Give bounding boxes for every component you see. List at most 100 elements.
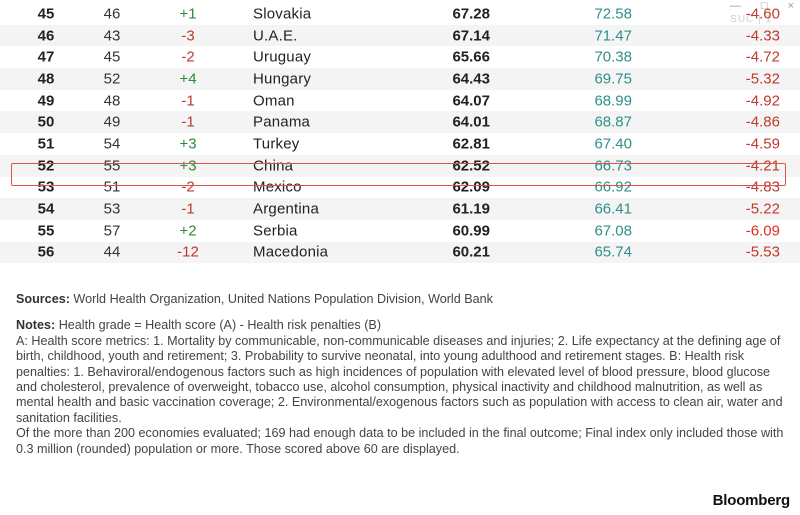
risk-penalty-cell: -4.83 [745, 178, 780, 196]
previous-rank-cell: 53 [103, 200, 121, 218]
health-score-cell: 68.87 [594, 113, 632, 131]
rank-change-cell: -3 [181, 27, 195, 45]
table-row: 56 44 -12 Macedonia 60.21 65.74 -5.53 [0, 241, 800, 264]
health-grade-cell: 64.01 [452, 113, 490, 131]
rank-cell: 56 [37, 243, 55, 261]
rank-cell: 48 [37, 70, 55, 88]
country-cell: Slovakia [253, 5, 312, 23]
country-cell: Argentina [253, 200, 320, 218]
health-score-cell: 68.99 [594, 92, 632, 110]
health-grade-cell: 62.52 [452, 157, 490, 175]
risk-penalty-cell: -5.53 [745, 243, 780, 261]
country-cell: Turkey [253, 135, 300, 153]
health-grade-cell: 62.81 [452, 135, 490, 153]
rank-change-cell: +2 [179, 222, 197, 240]
rank-change-cell: +3 [179, 135, 197, 153]
rank-cell: 46 [37, 27, 55, 45]
table-row: 55 57 +2 Serbia 60.99 67.08 -6.09 [0, 220, 800, 242]
notes-lead: Notes: Health grade = Health score (A) -… [16, 318, 792, 333]
table-row: 50 49 -1 Panama 64.01 68.87 -4.86 [0, 111, 800, 134]
country-cell: Hungary [253, 70, 312, 88]
table-row: 48 52 +4 Hungary 64.43 69.75 -5.32 [0, 68, 800, 90]
previous-rank-cell: 55 [103, 157, 121, 175]
health-score-cell: 67.08 [594, 222, 632, 240]
previous-rank-cell: 54 [103, 135, 121, 153]
minimize-icon[interactable]: — [729, 0, 741, 12]
previous-rank-cell: 51 [103, 178, 121, 196]
rank-cell: 55 [37, 222, 55, 240]
previous-rank-cell: 44 [103, 243, 121, 261]
table-row: 46 43 -3 U.A.E. 67.14 71.47 -4.33 [0, 24, 800, 47]
rank-change-cell: -1 [181, 92, 195, 110]
risk-penalty-cell: -5.32 [745, 70, 780, 88]
rank-change-cell: +4 [179, 70, 197, 88]
previous-rank-cell: 45 [103, 48, 121, 66]
rank-change-cell: -2 [181, 48, 195, 66]
ranking-table: 45 46 +1 Slovakia 67.28 72.58 -4.60 46 43 -3 U.A.E… [0, 3, 800, 264]
rank-cell: 54 [37, 200, 55, 218]
risk-penalty-cell: -4.59 [745, 135, 780, 153]
rank-cell: 50 [37, 113, 55, 131]
risk-penalty-cell: -4.86 [745, 113, 780, 131]
country-cell: China [253, 157, 294, 175]
table-row: 49 48 -1 Oman 64.07 68.99 -4.92 [0, 90, 800, 112]
previous-rank-cell: 48 [103, 92, 121, 110]
close-icon[interactable]: × [787, 0, 794, 12]
window-controls: — □ × [730, 0, 794, 12]
table-row: 54 53 -1 Argentina 61.19 66.41 -5.22 [0, 198, 800, 220]
rank-change-cell: -1 [181, 113, 195, 131]
rank-cell: 52 [37, 157, 55, 175]
notes-body: A: Health score metrics: 1. Mortality by… [16, 333, 783, 425]
health-grade-cell: 65.66 [452, 48, 490, 66]
sources-label: Sources: [16, 292, 70, 306]
notes-label: Notes: [16, 318, 56, 333]
health-score-cell: 66.73 [594, 157, 632, 175]
previous-rank-cell: 57 [103, 222, 121, 240]
previous-rank-cell: 43 [103, 27, 121, 45]
rank-change-cell: +3 [179, 157, 197, 175]
risk-penalty-cell: -4.72 [745, 48, 780, 66]
health-score-cell: 70.38 [594, 48, 632, 66]
health-grade-cell: 62.09 [452, 178, 490, 196]
health-score-cell: 69.75 [594, 70, 632, 88]
health-grade-cell: 67.28 [452, 5, 490, 23]
bloomberg-logo: Bloomberg [712, 492, 791, 509]
table-row: 45 46 +1 Slovakia 67.28 72.58 -4.60 [0, 3, 800, 25]
country-cell: U.A.E. [253, 27, 298, 45]
rank-cell: 49 [37, 92, 55, 110]
health-score-cell: 66.41 [594, 200, 632, 218]
health-score-cell: 72.58 [594, 5, 632, 23]
country-cell: Mexico [253, 178, 302, 196]
health-score-cell: 71.47 [594, 27, 632, 45]
country-cell: Oman [253, 92, 295, 110]
table-row: 53 51 -2 Mexico 62.09 66.92 -4.83 [0, 177, 800, 199]
previous-rank-cell: 46 [103, 5, 121, 23]
notes-lead-text: Health grade = Health score (A) - Health… [58, 318, 382, 333]
risk-penalty-cell: -4.21 [745, 157, 780, 175]
country-cell: Serbia [253, 222, 298, 240]
rank-change-cell: -1 [181, 200, 195, 218]
risk-penalty-cell: -4.92 [745, 92, 780, 110]
rank-cell: 45 [37, 5, 55, 23]
table-row: 47 45 -2 Uruguay 65.66 70.38 -4.72 [0, 46, 800, 68]
rank-change-cell: -12 [177, 243, 199, 261]
previous-rank-cell: 49 [103, 113, 121, 131]
rank-change-cell: -2 [181, 178, 195, 196]
risk-penalty-cell: -4.33 [745, 27, 780, 45]
watermark: SUC | 1 [730, 14, 772, 25]
risk-penalty-cell: -4.60 [745, 5, 780, 23]
health-score-cell: 67.40 [594, 135, 632, 153]
table-row: 51 54 +3 Turkey 62.81 67.40 -4.59 [0, 133, 800, 155]
country-cell: Uruguay [253, 48, 312, 66]
maximize-icon[interactable]: □ [760, 0, 768, 12]
sources-line: Sources: World Health Organization, Unit… [16, 292, 792, 307]
health-grade-cell: 64.43 [452, 70, 490, 88]
previous-rank-cell: 52 [103, 70, 121, 88]
country-cell: Panama [253, 113, 311, 131]
risk-penalty-cell: -5.22 [745, 200, 780, 218]
health-score-cell: 66.92 [594, 178, 632, 196]
health-grade-cell: 67.14 [452, 27, 490, 45]
health-grade-cell: 60.99 [452, 222, 490, 240]
rank-cell: 51 [37, 135, 55, 153]
sources-text: World Health Organization, United Nation… [73, 292, 493, 306]
